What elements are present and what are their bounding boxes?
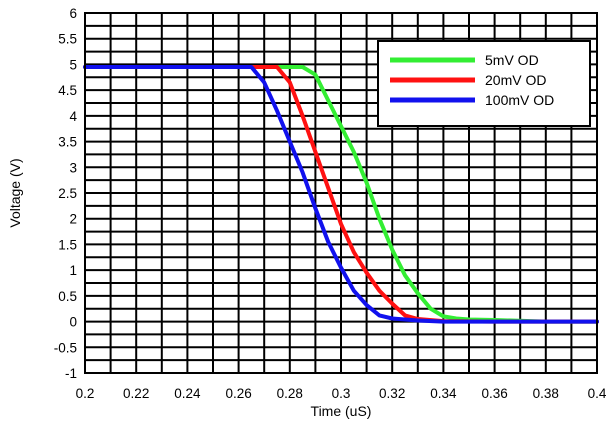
x-tick-label: 0.26 xyxy=(225,386,251,401)
x-tick-label: 0.24 xyxy=(174,386,201,401)
data-series xyxy=(83,65,599,324)
y-tick-label: 5 xyxy=(69,57,77,72)
x-tick-label: 0.34 xyxy=(430,386,457,401)
x-tick-label: 0.3 xyxy=(332,386,351,401)
x-tick-labels: 0.2 0.22 0.24 0.26 0.28 0.3 0.32 0.34 0.36 0.38 0.… xyxy=(76,386,607,401)
x-tick-label: 0.32 xyxy=(379,386,405,401)
y-tick-label: 1 xyxy=(69,263,77,278)
y-tick-label: 5.5 xyxy=(58,32,77,47)
y-tick-label: 2 xyxy=(69,212,77,227)
y-tick-label: 3.5 xyxy=(58,135,77,150)
legend-items: 5mV OD 20mV OD 100mV OD xyxy=(390,52,554,108)
series-line-2 xyxy=(83,65,599,324)
y-tick-labels: -1 -0.5 0 0.5 1 1.5 2 2.5 3 3.5 4 4.5 5 5.5 6 xyxy=(54,6,78,381)
y-axis-title: Voltage (V) xyxy=(7,158,23,227)
y-tick-label: 1.5 xyxy=(58,237,77,252)
x-tick-label: 0.22 xyxy=(123,386,149,401)
plot-frame xyxy=(84,12,598,374)
x-tick-label: 0.36 xyxy=(481,386,507,401)
legend-label-1: 20mV OD xyxy=(485,72,546,88)
legend-label-0: 5mV OD xyxy=(485,52,539,68)
y-tick-label: 0.5 xyxy=(58,289,77,304)
legend: 5mV OD 20mV OD 100mV OD xyxy=(377,40,591,127)
y-tick-label: 6 xyxy=(69,6,77,21)
legend-label-2: 100mV OD xyxy=(485,92,554,108)
y-tick-label: 4 xyxy=(69,109,77,124)
x-axis-title: Time (uS) xyxy=(311,403,372,419)
x-tick-label: 0.28 xyxy=(277,386,303,401)
y-tick-label: 3 xyxy=(69,160,77,175)
x-tick-label: 0.38 xyxy=(533,386,559,401)
x-tick-label: 0.2 xyxy=(76,386,95,401)
y-tick-label: -1 xyxy=(65,366,77,381)
y-tick-label: 0 xyxy=(69,315,77,330)
legend-box xyxy=(377,40,591,127)
y-tick-label: -0.5 xyxy=(54,340,77,355)
y-tick-label: 2.5 xyxy=(58,186,77,201)
y-tick-label: 4.5 xyxy=(58,83,77,98)
x-tick-label: 0.4 xyxy=(588,386,607,401)
